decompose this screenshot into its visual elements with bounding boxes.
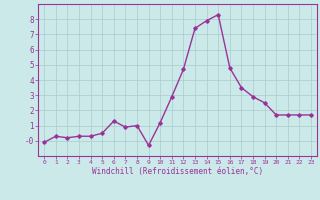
X-axis label: Windchill (Refroidissement éolien,°C): Windchill (Refroidissement éolien,°C) [92, 167, 263, 176]
